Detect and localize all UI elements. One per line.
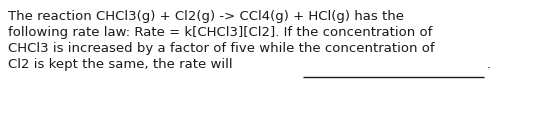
Text: following rate law: Rate = k[CHCl3][Cl2]. If the concentration of: following rate law: Rate = k[CHCl3][Cl2]… (8, 26, 432, 39)
Text: The reaction CHCl3(g) + Cl2(g) -> CCl4(g) + HCl(g) has the: The reaction CHCl3(g) + Cl2(g) -> CCl4(g… (8, 10, 404, 23)
Text: CHCl3 is increased by a factor of five while the concentration of: CHCl3 is increased by a factor of five w… (8, 42, 435, 55)
Text: Cl2 is kept the same, the rate will: Cl2 is kept the same, the rate will (8, 58, 233, 71)
Text: .: . (486, 58, 490, 71)
